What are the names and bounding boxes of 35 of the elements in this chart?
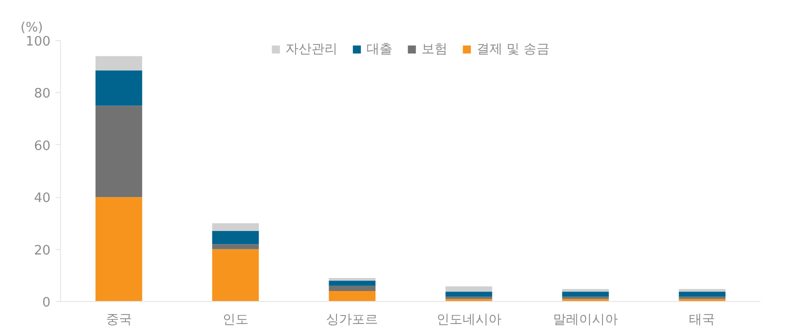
bar — [96, 56, 142, 71]
bar — [678, 288, 726, 292]
y-tick-label: 80 — [34, 86, 51, 102]
legend-label: 보험 — [421, 41, 448, 58]
bar — [562, 288, 609, 292]
legend-label: 자산관리 — [285, 41, 338, 58]
bar — [212, 223, 259, 232]
bar — [446, 286, 492, 292]
legend-label: 결제 및 송금 — [476, 41, 550, 58]
x-tick-label: 싱가포르 — [326, 312, 378, 328]
x-tick-label: 인도네시아 — [436, 312, 502, 328]
y-tick-label: 20 — [34, 243, 51, 258]
y-tick-label: 40 — [34, 191, 51, 206]
y-tick-label: 0 — [42, 296, 51, 310]
y-tick-label: 60 — [34, 138, 51, 154]
bar — [96, 106, 142, 198]
bar — [678, 292, 726, 297]
bar — [446, 292, 492, 297]
x-tick-label: 태국 — [689, 312, 716, 328]
bar — [212, 249, 259, 302]
x-tick-label: 인도 — [222, 312, 248, 328]
legend-label: 대출 — [366, 41, 392, 58]
x-tick-label: 중국 — [106, 312, 132, 328]
y-tick-label: 100 — [26, 34, 51, 50]
bar — [328, 291, 376, 302]
bar — [562, 292, 609, 297]
bar — [96, 70, 142, 106]
bar — [96, 197, 142, 302]
bar — [212, 244, 259, 250]
bar — [328, 286, 376, 292]
y-axis-title: (%) — [20, 20, 43, 36]
bar — [328, 278, 376, 281]
x-tick-label: 말레이시아 — [553, 312, 618, 328]
bar — [212, 231, 259, 244]
bar — [328, 280, 376, 286]
